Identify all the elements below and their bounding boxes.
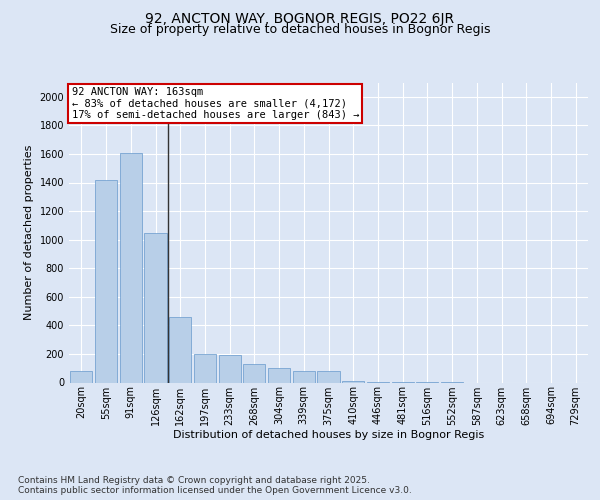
Text: Contains HM Land Registry data © Crown copyright and database right 2025.: Contains HM Land Registry data © Crown c… [18, 476, 370, 485]
X-axis label: Distribution of detached houses by size in Bognor Regis: Distribution of detached houses by size … [173, 430, 484, 440]
Bar [95, 180, 117, 382]
Bar [169, 317, 191, 382]
Text: Contains public sector information licensed under the Open Government Licence v3: Contains public sector information licen… [18, 486, 412, 495]
Bar [317, 371, 340, 382]
Text: Size of property relative to detached houses in Bognor Regis: Size of property relative to detached ho… [110, 24, 490, 36]
Bar [293, 371, 315, 382]
Text: 92 ANCTON WAY: 163sqm
← 83% of detached houses are smaller (4,172)
17% of semi-d: 92 ANCTON WAY: 163sqm ← 83% of detached … [71, 87, 359, 120]
Text: 92, ANCTON WAY, BOGNOR REGIS, PO22 6JR: 92, ANCTON WAY, BOGNOR REGIS, PO22 6JR [145, 12, 455, 26]
Bar [70, 371, 92, 382]
Bar [243, 364, 265, 382]
Bar [119, 152, 142, 382]
Bar [218, 354, 241, 382]
Bar [268, 368, 290, 382]
Bar [194, 354, 216, 382]
Bar [145, 232, 167, 382]
Y-axis label: Number of detached properties: Number of detached properties [24, 145, 34, 320]
